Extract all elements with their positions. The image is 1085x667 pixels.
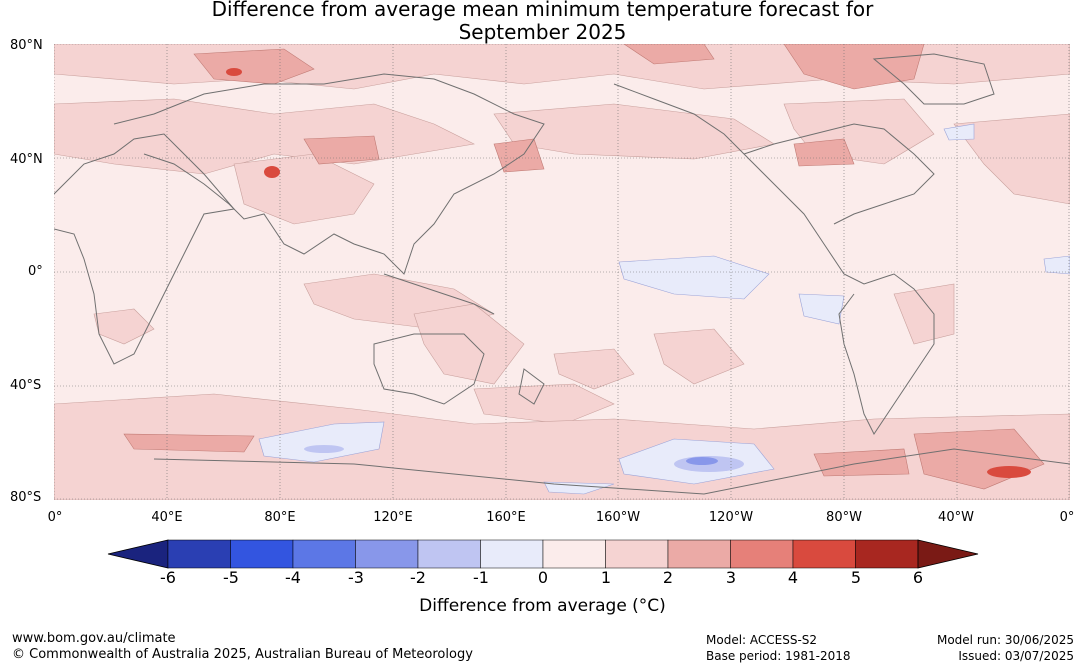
colorbar-tick-label: 3	[725, 568, 737, 587]
footer-copyright: © Commonwealth of Australia 2025, Austra…	[12, 647, 473, 662]
lon-label-160w: 160°W	[595, 510, 641, 525]
footer-model-run: Model run: 30/06/2025	[936, 633, 1074, 647]
colorbar-extend-high	[917, 539, 979, 569]
lon-label-120e: 120°E	[373, 510, 413, 525]
colorbar-tick-label: 0	[537, 568, 549, 587]
footer-url[interactable]: www.bom.gov.au/climate	[12, 631, 176, 646]
lat-label-40n: 40°N	[10, 152, 43, 167]
colorbar-title: Difference from average (°C)	[419, 596, 666, 616]
colorbar-tick-label: -6	[160, 568, 176, 587]
footer-issued: Issued: 03/07/2025	[958, 649, 1074, 663]
lon-label-160e: 160°E	[486, 510, 526, 525]
lat-label-0: 0°	[28, 264, 43, 279]
colorbar	[107, 539, 979, 569]
lat-label-80s: 80°S	[10, 490, 42, 505]
lat-label-80n: 80°N	[10, 38, 43, 53]
footer-base-period: Base period: 1981-2018	[706, 649, 851, 663]
colorbar-segment-1	[167, 539, 231, 569]
colorbar-tick-label: 2	[662, 568, 674, 587]
anomaly-minus-2-minus-3-regions	[686, 457, 718, 465]
colorbar-segment-5	[417, 539, 481, 569]
colorbar-tick-label: 1	[600, 568, 612, 587]
colorbar-segment-3	[292, 539, 356, 569]
footer-model: Model: ACCESS-S2	[706, 633, 818, 647]
lon-label-120w: 120°W	[708, 510, 754, 525]
colorbar-tick-label: -1	[473, 568, 489, 587]
colorbar-tick-label: -3	[348, 568, 364, 587]
colorbar-segment-10	[730, 539, 794, 569]
lon-label-0: 0°	[47, 510, 63, 525]
colorbar-segment-9	[667, 539, 731, 569]
colorbar-tick-label: -4	[285, 568, 301, 587]
colorbar-extend-low	[107, 539, 169, 569]
anomaly-3-5-regions	[226, 68, 1031, 478]
lat-label-40s: 40°S	[10, 378, 42, 393]
lon-label-40w: 40°W	[938, 510, 974, 525]
graticule	[54, 44, 1070, 500]
colorbar-segment-8	[605, 539, 669, 569]
colorbar-tick-label: -5	[223, 568, 239, 587]
colorbar-tick-label: -2	[410, 568, 426, 587]
colorbar-tick-label: 5	[850, 568, 862, 587]
colorbar-segment-4	[355, 539, 419, 569]
colorbar-segment-2	[230, 539, 294, 569]
lon-label-80e: 80°E	[264, 510, 296, 525]
coastlines	[54, 53, 1070, 495]
colorbar-segment-6	[480, 539, 544, 569]
lon-label-40e: 40°E	[151, 510, 183, 525]
colorbar-segment-7	[542, 539, 606, 569]
lon-label-80w: 80°W	[826, 510, 862, 525]
colorbar-segment-11	[792, 539, 856, 569]
colorbar-tick-label: 4	[787, 568, 799, 587]
colorbar-tick-label: 6	[912, 568, 924, 587]
map-title-line2: September 2025	[458, 20, 627, 44]
colorbar-segment-12	[855, 539, 919, 569]
map-title-line1: Difference from average mean minimum tem…	[211, 0, 874, 21]
lon-label-0-end: 0°	[1059, 510, 1075, 525]
forecast-map	[54, 44, 1070, 500]
